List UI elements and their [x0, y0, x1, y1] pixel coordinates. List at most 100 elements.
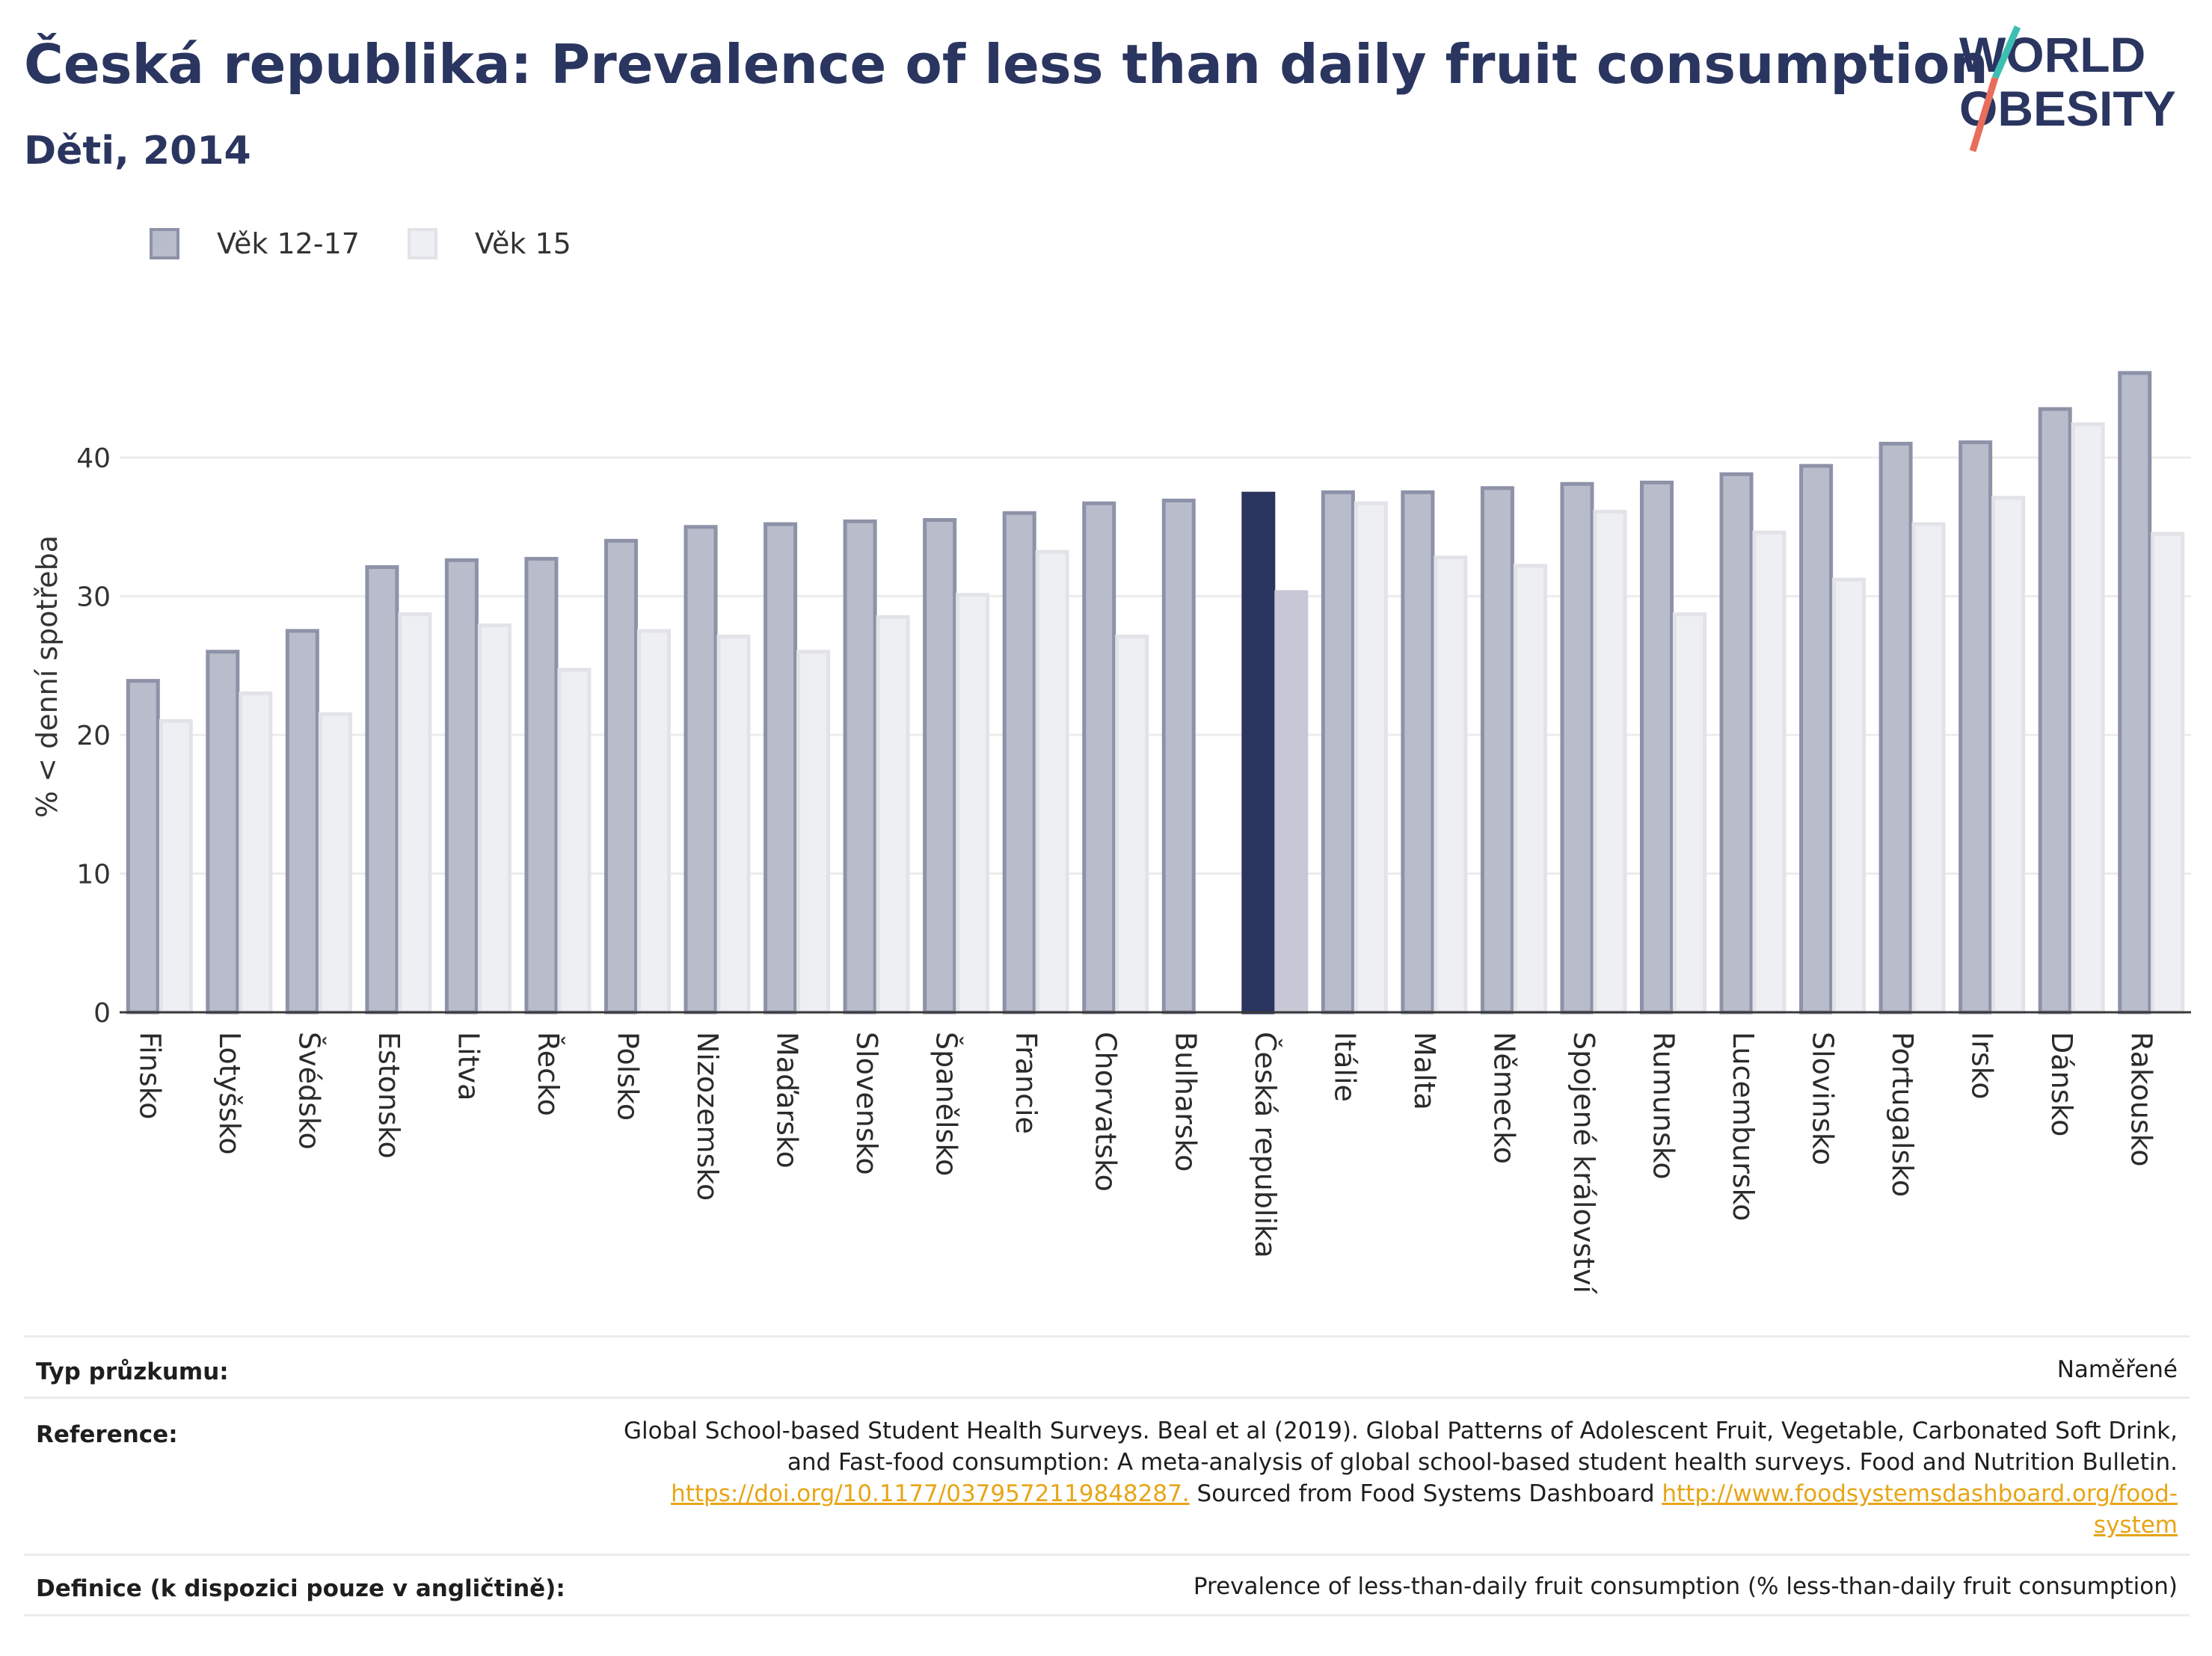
reference-label: Reference: [36, 1421, 178, 1448]
x-tick-label: Finsko [133, 1032, 166, 1119]
legend-item-series-2[interactable]: Věk 15 [407, 227, 571, 260]
bar-series-1[interactable] [1719, 472, 1754, 1015]
bar-series-1[interactable] [604, 538, 638, 1015]
reference-line-1: Global School-based Student Health Surve… [624, 1418, 2178, 1444]
legend-item-series-1[interactable]: Věk 12-17 [150, 227, 360, 260]
x-tick-label: Francie [1010, 1032, 1042, 1134]
x-tick-label: Irsko [1966, 1032, 1999, 1100]
definition-row: Definice (k dispozici pouze v angličtině… [24, 1554, 2190, 1616]
doi-link[interactable]: https://doi.org/10.1177/0379572119848287… [671, 1480, 1190, 1507]
bar-series-2[interactable] [1991, 496, 2026, 1015]
y-tick-label: 20 [76, 721, 111, 751]
bar-series-1[interactable] [1640, 480, 1674, 1015]
x-tick-label: Španělsko [930, 1032, 963, 1176]
bar-series-1[interactable] [764, 522, 798, 1015]
bar-series-2[interactable] [1035, 550, 1069, 1015]
bar-series-1[interactable] [1161, 499, 1196, 1015]
bar-series-2[interactable] [2151, 532, 2185, 1015]
reference-row: Reference: Global School-based Student H… [24, 1397, 2190, 1554]
bar-series-2[interactable] [398, 612, 432, 1015]
bar-series-2[interactable] [318, 712, 352, 1015]
survey-type-row: Typ průzkumu: Naměřené [24, 1335, 2190, 1397]
bar-series-1[interactable] [1480, 486, 1514, 1015]
x-tick-label: Estonsko [372, 1032, 405, 1159]
x-tick-label: Nizozemsko [691, 1032, 724, 1201]
bar-series-1[interactable] [524, 556, 559, 1015]
bar-chart: 0 10 20 30 40 Finsko Lotyšsko Švédsko Estonsko L… [31, 371, 2191, 1294]
bar-series-1[interactable] [444, 558, 479, 1015]
legend: Věk 12-17 Věk 15 [150, 221, 619, 266]
bar-series-1[interactable] [285, 629, 319, 1015]
bar-series-2[interactable] [796, 650, 831, 1015]
reference-line-3: https://doi.org/10.1177/0379572119848287… [624, 1478, 2178, 1509]
chart-title: Česká republika: Prevalence of less than… [24, 33, 1988, 96]
bar-series-2[interactable] [1911, 522, 1946, 1015]
legend-label-series-2: Věk 15 [474, 227, 571, 260]
bar-series-1[interactable] [1560, 481, 1594, 1015]
bar-series-1[interactable] [206, 650, 240, 1015]
bar-series-2[interactable] [1752, 530, 1787, 1015]
bar-series-1[interactable] [2118, 371, 2152, 1015]
bar-series-1[interactable] [2038, 407, 2072, 1015]
bar-series-2[interactable] [956, 593, 990, 1015]
bar-series-1[interactable] [1321, 490, 1355, 1015]
bar-series-2[interactable] [239, 691, 273, 1015]
legend-swatch-series-1 [150, 228, 179, 259]
bar-series-2[interactable] [1513, 564, 1547, 1015]
bar-series-1[interactable] [1958, 440, 1993, 1015]
bar-series-1[interactable] [1799, 464, 1834, 1015]
logo-slash-top [1991, 25, 2021, 79]
reference-value: Global School-based Student Health Surve… [624, 1415, 2178, 1541]
bar-series-1[interactable] [126, 679, 160, 1015]
logo-slash-bottom [1969, 76, 1999, 153]
bar-series-1[interactable] [683, 525, 718, 1015]
definition-value: Prevalence of less-than-daily fruit cons… [1193, 1573, 2178, 1600]
bar-series-1[interactable] [923, 517, 957, 1015]
food-systems-link[interactable]: http://www.foodsystemsdashboard.org/food… [1662, 1480, 2178, 1507]
x-tick-label: Rumunsko [1647, 1032, 1680, 1180]
bar-series-2[interactable] [637, 629, 671, 1015]
bar-series-2[interactable] [557, 668, 592, 1015]
y-tick-labels: 0 10 20 30 40 [76, 443, 111, 1029]
x-tick-label: Portugalsko [1886, 1032, 1919, 1197]
bar-series-2[interactable] [477, 623, 511, 1015]
bar-series-2[interactable] [159, 718, 193, 1015]
bar-series-2[interactable] [1115, 634, 1149, 1015]
bar-series-2[interactable] [1832, 577, 1867, 1015]
bar-series-2[interactable] [716, 634, 751, 1015]
bar-series-1[interactable] [1401, 490, 1435, 1015]
bar-series-2[interactable] [1274, 590, 1309, 1015]
x-tick-label: Dánsko [2045, 1032, 2078, 1136]
x-tick-label: Lucembursko [1727, 1032, 1760, 1221]
bar-series-1[interactable] [365, 565, 399, 1015]
y-axis-label: % < denní spotřeba [31, 535, 64, 818]
bar-series-1[interactable] [1082, 501, 1116, 1015]
bar-series-2[interactable] [876, 615, 910, 1015]
bar-series-2[interactable] [1434, 555, 1468, 1015]
x-tick-label: Litva [452, 1032, 485, 1101]
bar-series-1[interactable] [1241, 491, 1276, 1015]
x-tick-label: Česká republika [1249, 1032, 1282, 1258]
reference-sourced-text: Sourced from Food Systems Dashboard [1189, 1480, 1662, 1507]
reference-line-4: system [624, 1509, 2178, 1541]
x-tick-label: Německo [1487, 1032, 1520, 1164]
bar-series-2[interactable] [1673, 612, 1706, 1015]
food-systems-link-cont[interactable]: system [2093, 1512, 2178, 1539]
chart-subtitle: Děti, 2014 [24, 129, 251, 173]
legend-label-series-1: Věk 12-17 [217, 227, 360, 260]
bar-series-1[interactable] [843, 519, 877, 1015]
y-tick-label: 10 [76, 860, 111, 890]
bar-series-2[interactable] [1593, 509, 1627, 1015]
x-tick-label: Rakousko [2125, 1032, 2158, 1167]
world-obesity-logo: WORLD OBESITY [1959, 25, 2176, 153]
bar-series-2[interactable] [2071, 422, 2105, 1015]
x-tick-label: Slovinsko [1807, 1032, 1840, 1166]
bar-series-1[interactable] [1878, 441, 1913, 1015]
x-tick-label: Itálie [1328, 1032, 1361, 1102]
x-tick-label: Polsko [612, 1032, 645, 1121]
bar-series-2[interactable] [1354, 501, 1388, 1015]
logo-text-world: WORLD [1959, 27, 2145, 82]
bars [126, 371, 2185, 1015]
logo-text-obesity: OBESITY [1959, 81, 2176, 136]
bar-series-1[interactable] [1002, 511, 1036, 1015]
